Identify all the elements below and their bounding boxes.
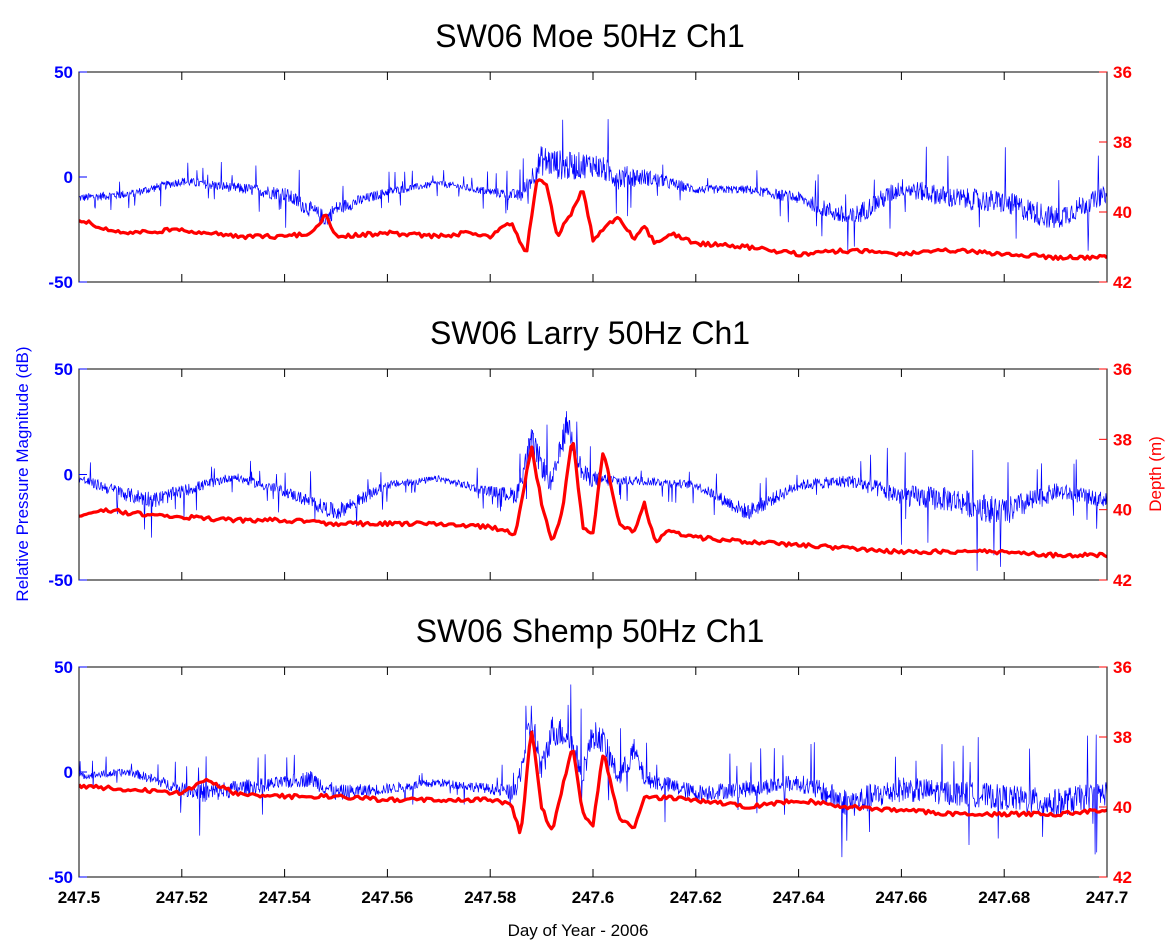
- y-tick-label-right: 38: [1113, 133, 1132, 152]
- y-axis-label-left: Relative Pressure Magnitude (dB): [13, 346, 32, 601]
- x-tick-label: 247.52: [156, 888, 208, 907]
- panel-title-moe: SW06 Moe 50Hz Ch1: [435, 18, 744, 54]
- y-tick-label-left: -50: [48, 868, 73, 887]
- y-tick-label-right: 40: [1113, 203, 1132, 222]
- y-tick-label-left: 0: [64, 466, 73, 485]
- y-tick-label-right: 36: [1113, 658, 1132, 677]
- x-tick-label: 247.54: [259, 888, 312, 907]
- y-tick-label-right: 42: [1113, 273, 1132, 292]
- x-tick-label: 247.58: [464, 888, 516, 907]
- x-tick-label: 247.5: [58, 888, 101, 907]
- y-axis-label-right: Depth (m): [1146, 436, 1165, 512]
- pressure-series-larry: [79, 411, 1107, 571]
- y-tick-label-left: -50: [48, 273, 73, 292]
- y-tick-label-right: 40: [1113, 501, 1132, 520]
- x-tick-label: 247.68: [978, 888, 1030, 907]
- panel-moe: SW06 Moe 50Hz Ch1 50 0 -50 36 38 40 42: [48, 18, 1132, 292]
- axes-frame-shemp: [78, 666, 1108, 878]
- panel-shemp: SW06 Shemp 50Hz Ch1 247.5 247.52 247.54 247…: [48, 613, 1132, 907]
- y-tick-label-right: 40: [1113, 798, 1132, 817]
- y-tick-label-left: 50: [54, 63, 73, 82]
- depth-series-shemp: [79, 730, 1107, 835]
- plot-area-moe: [79, 119, 1107, 261]
- panel-title-larry: SW06 Larry 50Hz Ch1: [430, 315, 750, 351]
- x-tick-label: 247.7: [1086, 888, 1129, 907]
- x-tick-label: 247.56: [361, 888, 413, 907]
- plot-area-shemp: [79, 684, 1107, 858]
- panel-title-shemp: SW06 Shemp 50Hz Ch1: [416, 613, 765, 649]
- depth-series-larry: [79, 442, 1107, 559]
- x-tick-label: 247.6: [572, 888, 615, 907]
- x-tick-label: 247.66: [875, 888, 927, 907]
- y-tick-label-left: -50: [48, 571, 73, 590]
- plot-area-larry: [79, 411, 1107, 571]
- y-tick-label-right: 42: [1113, 571, 1132, 590]
- panel-larry: SW06 Larry 50Hz Ch1 50 0 -50 36 38 40 42: [48, 315, 1132, 590]
- y-tick-label-left: 0: [64, 763, 73, 782]
- y-tick-label-right: 38: [1113, 728, 1132, 747]
- x-tick-label: 247.62: [670, 888, 722, 907]
- x-axis-label: Day of Year - 2006: [508, 921, 649, 940]
- y-tick-label-right: 42: [1113, 868, 1132, 887]
- x-tick-label: 247.64: [773, 888, 826, 907]
- pressure-series-moe: [79, 119, 1107, 251]
- y-tick-label-right: 36: [1113, 63, 1132, 82]
- y-tick-label-left: 0: [64, 168, 73, 187]
- y-tick-label-left: 50: [54, 360, 73, 379]
- y-tick-label-right: 36: [1113, 360, 1132, 379]
- depth-series-moe: [79, 178, 1107, 261]
- pressure-series-shemp: [79, 684, 1107, 858]
- y-tick-label-right: 38: [1113, 430, 1132, 449]
- y-tick-label-left: 50: [54, 658, 73, 677]
